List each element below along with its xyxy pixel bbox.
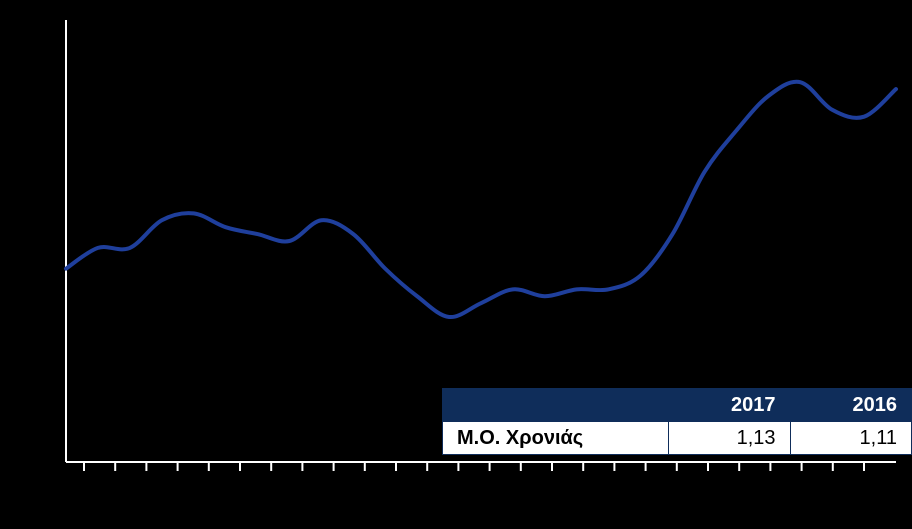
table-row-2017: 1,13 (669, 422, 790, 455)
summary-table: 2017 2016 Μ.Ο. Χρονιάς 1,13 1,11 (442, 388, 912, 455)
table-header-2017: 2017 (669, 389, 790, 422)
table-header-2016: 2016 (790, 389, 911, 422)
table-row: Μ.Ο. Χρονιάς 1,13 1,11 (443, 422, 912, 455)
table-row-label: Μ.Ο. Χρονιάς (443, 422, 669, 455)
table-header-blank (443, 389, 669, 422)
chart-container: 2017 2016 Μ.Ο. Χρονιάς 1,13 1,11 (0, 0, 912, 529)
table-row-2016: 1,11 (790, 422, 911, 455)
table-header-row: 2017 2016 (443, 389, 912, 422)
